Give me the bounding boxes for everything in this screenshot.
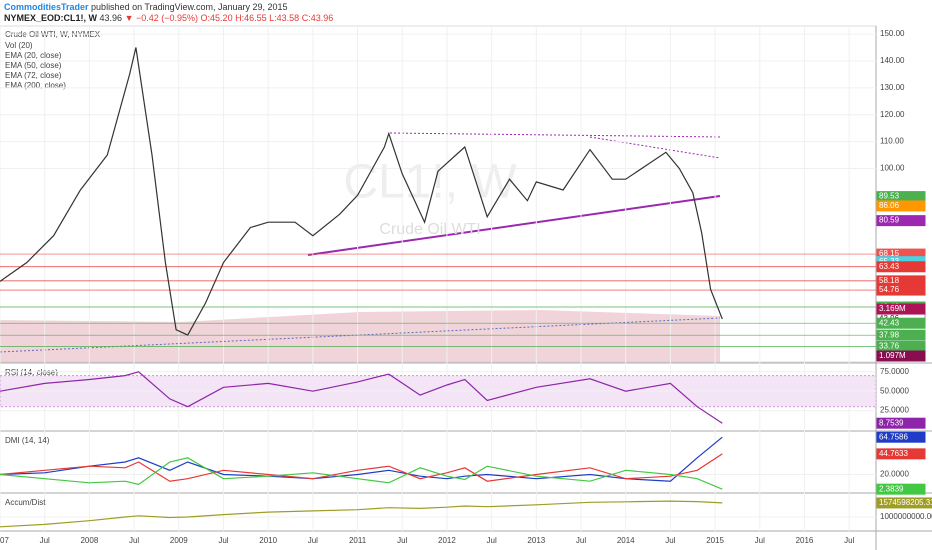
price-label-box xyxy=(876,431,926,443)
x-tick-label: Jul xyxy=(576,536,586,545)
series-line xyxy=(0,47,723,336)
price-label: 42.43 xyxy=(879,318,900,327)
price-label: 1.097M xyxy=(879,351,906,360)
series-line xyxy=(0,453,723,482)
x-tick-label: Jul xyxy=(308,536,318,545)
price-label-box xyxy=(876,200,926,212)
x-tick-label: Jul xyxy=(129,536,139,545)
trendline xyxy=(589,136,721,159)
y-tick-label: 140.00 xyxy=(880,56,905,65)
x-tick-label: Jul xyxy=(218,536,228,545)
x-tick-label: 2015 xyxy=(706,536,724,545)
pane-title: DMI (14, 14) xyxy=(5,436,50,445)
legend-entry: EMA (200, close) xyxy=(5,81,66,90)
y-tick-label: 130.00 xyxy=(880,83,905,92)
symbol: NYMEX_EOD:CL1!, W xyxy=(4,13,98,23)
pane-title: RSI (14, close) xyxy=(5,368,58,377)
pane-title: Accum/Dist xyxy=(5,498,46,507)
x-tick-label: 2009 xyxy=(170,536,188,545)
x-tick-label: Jul xyxy=(665,536,675,545)
price-label: 86.06 xyxy=(879,201,900,210)
x-tick-label: Jul xyxy=(844,536,854,545)
symbol-line: NYMEX_EOD:CL1!, W 43.96 ▼ −0.42 (−0.95%)… xyxy=(4,13,928,24)
legend-entry: EMA (50, close) xyxy=(5,61,62,70)
y-tick-label: 150.00 xyxy=(880,29,905,38)
price-label: 33.76 xyxy=(879,342,900,351)
header: CommoditiesTrader published on TradingVi… xyxy=(0,0,932,26)
y-tick-label: 100.00 xyxy=(880,164,905,173)
trendline xyxy=(389,132,721,138)
price-label-box xyxy=(876,483,926,495)
x-tick-label: 2012 xyxy=(438,536,456,545)
x-tick-label: Jul xyxy=(755,536,765,545)
price-label-box xyxy=(876,261,926,273)
price-label: 63.43 xyxy=(879,262,900,271)
change: ▼ −0.42 (−0.95%) xyxy=(124,13,199,23)
trendline xyxy=(307,195,721,256)
price-label-box xyxy=(876,448,926,460)
x-tick-label: 2010 xyxy=(259,536,277,545)
price-label: 80.59 xyxy=(879,216,900,225)
price-label: 8.7539 xyxy=(879,418,904,427)
open: O:45.20 xyxy=(200,13,233,23)
series-line xyxy=(0,371,723,424)
price-label-box xyxy=(876,317,926,329)
x-tick-label: 2008 xyxy=(80,536,98,545)
price-label: 2.3839 xyxy=(879,484,904,493)
x-tick-label: 2007 xyxy=(0,536,9,545)
published: published on TradingView.com, January 29… xyxy=(91,2,288,12)
low: L:43.58 xyxy=(269,13,300,23)
price-label: 37.98 xyxy=(879,330,900,339)
publisher: CommoditiesTrader xyxy=(4,2,89,12)
series-line xyxy=(0,436,723,482)
high: H:46.55 xyxy=(235,13,267,23)
series-line xyxy=(0,457,723,490)
last: 43.96 xyxy=(99,13,123,23)
legend-entry: EMA (72, close) xyxy=(5,71,62,80)
price-label: 89.53 xyxy=(879,192,900,201)
price-label-box xyxy=(876,329,926,341)
y-tick-label: 25.0000 xyxy=(880,406,909,415)
y-tick-label: 75.0000 xyxy=(880,367,909,376)
price-label-box xyxy=(876,303,926,315)
price-label-box xyxy=(876,417,926,429)
x-tick-label: 2014 xyxy=(617,536,635,545)
price-label-box xyxy=(876,215,926,227)
series-line xyxy=(0,500,723,528)
pane-title: Crude Oil WTI, W, NYMEX xyxy=(5,30,101,39)
x-tick-label: 2011 xyxy=(349,536,367,545)
y-tick-label: 1000000000.0000 xyxy=(880,512,932,521)
legend-entry: Vol (20) xyxy=(5,41,33,50)
close: C:43.96 xyxy=(301,13,334,23)
x-tick-label: Jul xyxy=(40,536,50,545)
x-tick-label: Jul xyxy=(397,536,407,545)
price-label: 58.18 xyxy=(879,276,900,285)
price-label: 64.7586 xyxy=(879,432,908,441)
price-label: 54.76 xyxy=(879,285,900,294)
price-label: 3.169M xyxy=(879,304,906,313)
price-label-box xyxy=(876,497,932,509)
publish-line: CommoditiesTrader published on TradingVi… xyxy=(4,2,928,13)
price-pane xyxy=(0,25,877,363)
x-tick-label: 2016 xyxy=(796,536,814,545)
watermark: Crude Oil WTI xyxy=(379,221,480,238)
legend-entry: EMA (20, close) xyxy=(5,51,62,60)
price-label-box xyxy=(876,350,926,362)
y-tick-label: 120.00 xyxy=(880,110,905,119)
price-label: 1574598205.3112 xyxy=(879,498,932,507)
x-tick-label: Jul xyxy=(487,536,497,545)
x-tick-label: 2013 xyxy=(527,536,545,545)
y-tick-label: 110.00 xyxy=(880,137,904,146)
price-label: 44.7633 xyxy=(879,449,908,458)
y-tick-label: 20.0000 xyxy=(880,470,909,479)
y-tick-label: 50.0000 xyxy=(880,386,909,395)
price-label-box xyxy=(876,284,926,296)
price-label: 68.15 xyxy=(879,249,900,258)
